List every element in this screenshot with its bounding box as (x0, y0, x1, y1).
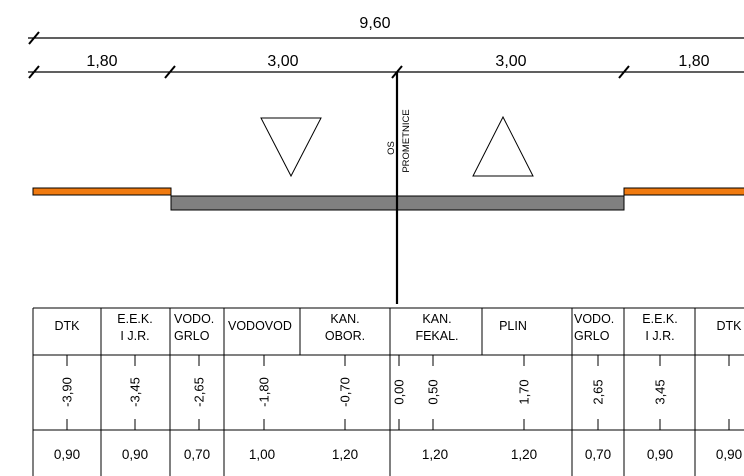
dimension-tick-2 (164, 65, 176, 79)
road-axis-label-line1: OS (386, 141, 397, 155)
column-header-5-line-1: KAN. (330, 312, 359, 326)
dimension-tick-1 (28, 65, 40, 79)
offset-value-4: -1,80 (257, 377, 272, 407)
offset-value-5: -0,70 (338, 377, 353, 407)
offset-value-1: -3,90 (60, 377, 75, 407)
depth-value-11: 0,90 (716, 447, 742, 462)
depth-value-2: 0,90 (122, 447, 148, 462)
column-header-7-line-1: KAN. (422, 312, 451, 326)
depth-value-10: 0,90 (647, 447, 673, 462)
partial-dimensions: 1,80 3,00 3,00 1,80 (28, 53, 744, 79)
column-header-9-line-2: GRLO (574, 329, 610, 343)
up-direction-triangle (472, 115, 534, 177)
depth-value-5: 1,20 (332, 447, 358, 462)
total-dimension-tick-left (28, 31, 40, 45)
column-header-2-line-2: I J.R. (120, 329, 149, 343)
column-header-10-line-1: E.E.K. (642, 312, 677, 326)
column-header-11-line-1: DTK (717, 319, 743, 333)
right-lane-width-label: 3,00 (495, 53, 526, 70)
depth-value-1: 0,90 (54, 447, 80, 462)
column-header-5-line-2: OBOR. (325, 329, 365, 343)
depth-value-3: 0,70 (184, 447, 210, 462)
depth-value-4: 1,00 (249, 447, 275, 462)
down-direction-triangle (260, 117, 322, 178)
depth-value-8: 1,20 (511, 447, 537, 462)
column-header-4-line-1: VODOVOD (228, 319, 292, 333)
offset-value-2: -3,45 (128, 377, 143, 407)
offset-value-10: 3,45 (653, 379, 668, 404)
right-shoulder (623, 187, 744, 196)
column-header-8-line-1: PLIN (499, 319, 527, 333)
depth-value-7: 1,20 (422, 447, 448, 462)
left-lane-width-label: 3,00 (267, 53, 298, 70)
depth-value-9: 0,70 (585, 447, 611, 462)
column-header-2-line-1: E.E.K. (117, 312, 152, 326)
total-dimension-label: 9,60 (359, 15, 390, 32)
column-header-10-line-2: I J.R. (645, 329, 674, 343)
column-header-3-line-2: GRLO (174, 329, 210, 343)
right-edge-width-label: 1,80 (678, 53, 709, 70)
column-header-1-line-1: DTK (55, 319, 81, 333)
utility-table: DTK -3,90 0,90 E.E.K. I J.R. -3,45 0,90 VODO. GR… (32, 307, 744, 476)
offset-value-9: 2,65 (591, 379, 606, 404)
left-shoulder (32, 187, 172, 196)
offset-value-7: 0,50 (426, 379, 441, 404)
column-header-3-line-1: VODO. (174, 312, 214, 326)
total-dimension: 9,60 (28, 15, 744, 45)
offset-value-6: 0,00 (392, 379, 407, 404)
left-edge-width-label: 1,80 (86, 53, 117, 70)
column-header-9-line-1: VODO. (574, 312, 614, 326)
road-axis-label-line2: PROMETNICE (401, 109, 412, 172)
offset-value-8: 1,70 (517, 379, 532, 404)
dimension-tick-4 (618, 65, 630, 79)
column-header-7-line-2: FEKAL. (415, 329, 458, 343)
offset-value-3: -2,65 (192, 377, 207, 407)
